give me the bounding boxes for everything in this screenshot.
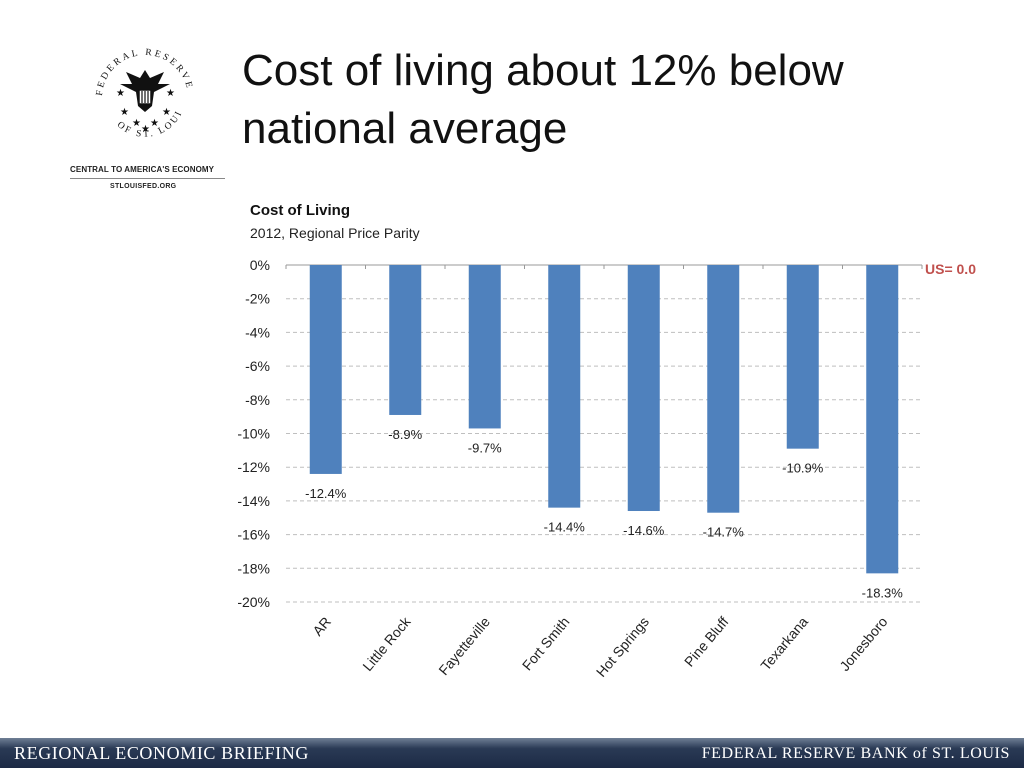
- bar: [627, 265, 660, 512]
- data-label: -14.6%: [623, 523, 665, 538]
- x-category-label: Hot Springs: [593, 614, 652, 680]
- y-tick-label: -8%: [245, 392, 270, 408]
- footer-left-text: REGIONAL ECONOMIC BRIEFING: [14, 743, 309, 763]
- data-label: -18.3%: [862, 585, 904, 600]
- y-tick-label: -10%: [237, 426, 270, 442]
- data-label: -12.4%: [305, 486, 347, 501]
- svg-text:★: ★: [120, 107, 129, 118]
- y-tick-label: -16%: [237, 527, 270, 543]
- eagle-seal-icon: ★ ★ ★ ★ ★ ★ ★ FEDERAL RESERVE BANK OF ST…: [90, 40, 192, 140]
- bar: [389, 265, 422, 415]
- chart-subtitle: 2012, Regional Price Parity: [250, 225, 420, 241]
- svg-text:★: ★: [141, 124, 150, 135]
- bar: [707, 265, 740, 513]
- svg-text:★: ★: [162, 107, 171, 118]
- data-label: -10.9%: [782, 461, 824, 476]
- fed-seal-logo: ★ ★ ★ ★ ★ ★ ★ FEDERAL RESERVE BANK OF ST…: [60, 40, 230, 190]
- x-category-label: Pine Bluff: [681, 614, 732, 670]
- svg-text:★: ★: [150, 118, 159, 129]
- y-tick-label: 0%: [250, 257, 270, 273]
- svg-text:★: ★: [166, 88, 175, 99]
- bar: [548, 265, 581, 508]
- bar-chart: 0% -2% -4% -6% -8% -10% -12% -14% -16% -18% -20% -1…: [237, 257, 976, 680]
- x-category-label: Little Rock: [359, 613, 414, 674]
- x-category-label: Jonesboro: [836, 613, 890, 674]
- bar: [309, 265, 342, 474]
- footer-bar: REGIONAL ECONOMIC BRIEFING FEDERAL RESER…: [0, 738, 1024, 768]
- data-label: -14.4%: [544, 520, 586, 535]
- chart-title: Cost of Living: [250, 202, 350, 219]
- data-label: -9.7%: [468, 440, 502, 455]
- x-category-label: Fort Smith: [519, 614, 573, 674]
- footer-right-text: FEDERAL RESERVE BANK of ST. LOUIS: [701, 745, 1010, 762]
- y-tick-label: -4%: [245, 324, 270, 340]
- bar: [468, 265, 501, 429]
- bar: [866, 265, 899, 574]
- data-label: -8.9%: [388, 427, 422, 442]
- y-tick-label: -6%: [245, 358, 270, 374]
- y-tick-label: -2%: [245, 291, 270, 307]
- x-category-label: AR: [309, 614, 334, 639]
- y-tick-label: -12%: [237, 459, 270, 475]
- tagline: CENTRAL TO AMERICA'S ECONOMY: [70, 165, 225, 179]
- x-category-label: Texarkana: [757, 613, 811, 673]
- y-tick-label: -14%: [237, 493, 270, 509]
- bar: [786, 265, 819, 449]
- y-tick-label: -20%: [237, 594, 270, 610]
- svg-text:★: ★: [116, 88, 125, 99]
- website-link[interactable]: STLOUISFED.ORG: [110, 183, 177, 190]
- slide-title: Cost of living about 12% below national …: [242, 46, 844, 153]
- y-tick-label: -18%: [237, 560, 270, 576]
- us-baseline-annotation: US= 0.0: [925, 261, 976, 277]
- data-label: -14.7%: [703, 525, 745, 540]
- x-category-label: Fayetteville: [435, 613, 493, 678]
- svg-text:★: ★: [132, 118, 141, 129]
